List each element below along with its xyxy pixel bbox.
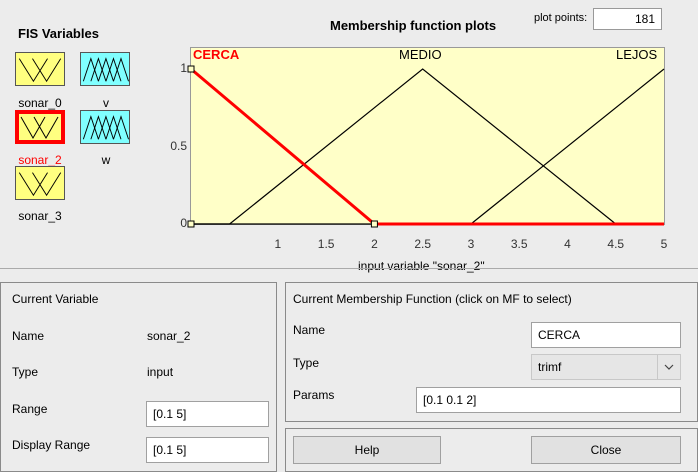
mf-vertex-handle[interactable] xyxy=(187,65,195,73)
mf-label-medio[interactable]: MEDIO xyxy=(399,47,442,62)
fis-variable-label: sonar_0 xyxy=(18,96,62,110)
mf-params-input[interactable]: [0.1 0.1 2] xyxy=(416,387,681,413)
y-tick-label: 1 xyxy=(180,61,187,75)
mf-plot-svg[interactable] xyxy=(187,47,665,228)
y-tick-label: 0.5 xyxy=(170,138,187,153)
output-mf-icon xyxy=(82,115,129,140)
fis-variables-title: FIS Variables xyxy=(18,26,99,41)
chevron-down-icon[interactable] xyxy=(657,355,680,379)
mf-vertex-handle[interactable] xyxy=(187,220,195,228)
input-mf-icon xyxy=(18,58,62,83)
x-axis-label: input variable "sonar_2" xyxy=(358,259,485,273)
fis-variable-sonar-3[interactable] xyxy=(15,166,65,200)
mf-vertex-handle[interactable] xyxy=(370,220,378,228)
mf-curve-medio[interactable] xyxy=(191,68,664,225)
plot-title: Membership function plots xyxy=(330,18,497,33)
display-range-input[interactable]: [0.1 5] xyxy=(146,437,269,463)
button-panel: Help Close xyxy=(285,428,698,472)
current-mf-title: Current Membership Function (click on MF… xyxy=(293,292,572,306)
x-tick-label: 2 xyxy=(371,237,378,251)
variable-type-value: input xyxy=(147,365,174,379)
mf-params-label: Params xyxy=(293,388,335,402)
fis-variable-w[interactable] xyxy=(80,110,130,144)
mf-name-input[interactable]: CERCA xyxy=(531,322,681,348)
x-tick-label: 3 xyxy=(467,237,475,251)
close-button[interactable]: Close xyxy=(531,436,681,464)
x-tick-label: 1.5 xyxy=(317,237,335,251)
current-variable-panel: Current Variable Name sonar_2 Type input… xyxy=(0,282,277,472)
mf-curve-lejos[interactable] xyxy=(191,68,665,225)
variable-name-value: sonar_2 xyxy=(147,329,191,343)
plot-points-input[interactable]: 181 xyxy=(593,8,662,30)
help-button[interactable]: Help xyxy=(293,436,441,464)
x-tick-label: 4.5 xyxy=(607,237,625,251)
display-range-label: Display Range xyxy=(12,438,91,452)
fis-variable-sonar-0[interactable] xyxy=(15,52,65,86)
mf-label-cerca[interactable]: CERCA xyxy=(193,47,240,62)
mf-curve-cerca[interactable] xyxy=(190,67,664,226)
mf-label-lejos[interactable]: LEJOS xyxy=(616,47,658,62)
x-tick-label: 1 xyxy=(274,237,282,251)
fis-variable-label-selected: sonar_2 xyxy=(18,153,62,167)
type-label: Type xyxy=(12,365,39,379)
current-variable-title: Current Variable xyxy=(12,292,99,306)
fis-variable-label: sonar_3 xyxy=(18,209,62,223)
x-tick-label: 3.5 xyxy=(510,237,528,251)
divider xyxy=(0,268,698,269)
x-tick-label: 4 xyxy=(564,237,571,251)
mf-name-label: Name xyxy=(293,323,326,337)
mf-type-value: trimf xyxy=(538,360,562,374)
range-label: Range xyxy=(12,402,48,416)
mf-type-label: Type xyxy=(293,356,320,370)
input-mf-icon xyxy=(20,116,59,140)
fis-variable-v[interactable] xyxy=(80,52,130,86)
x-tick-label: 2.5 xyxy=(414,237,432,251)
output-mf-icon xyxy=(82,57,129,82)
fis-variable-label: v xyxy=(103,96,109,110)
range-input[interactable]: [0.1 5] xyxy=(146,401,269,427)
y-tick-label: 0 xyxy=(180,216,187,230)
name-label: Name xyxy=(12,329,45,343)
mf-plot-axes[interactable] xyxy=(187,47,665,228)
current-mf-panel: Current Membership Function (click on MF… xyxy=(285,282,698,422)
mf-type-select[interactable]: trimf xyxy=(531,354,681,380)
fis-variable-label: w xyxy=(101,153,111,167)
fis-variable-sonar-2[interactable] xyxy=(15,110,65,144)
x-tick-label: 5 xyxy=(660,237,668,251)
input-mf-icon xyxy=(18,172,62,197)
plot-points-label: plot points: xyxy=(534,12,588,24)
